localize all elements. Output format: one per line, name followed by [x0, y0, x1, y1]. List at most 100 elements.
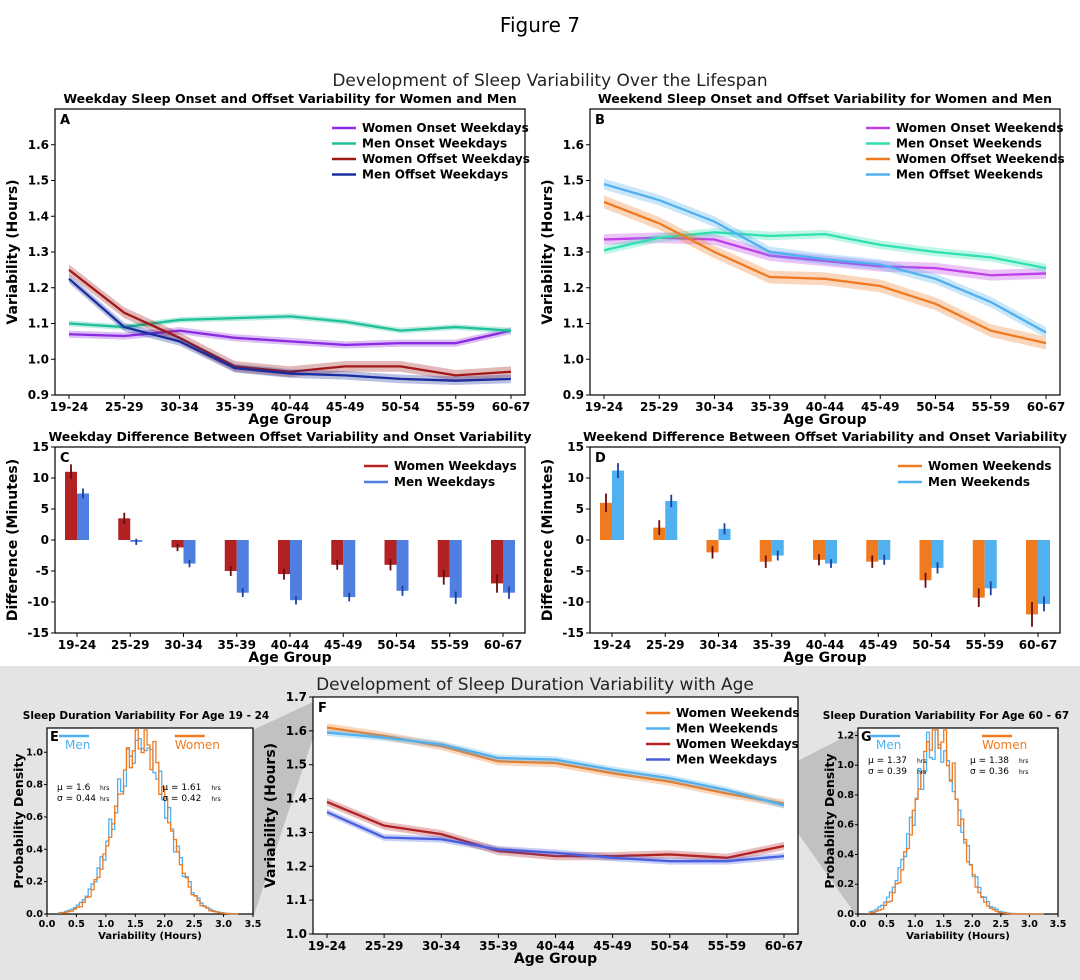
bar [919, 540, 932, 581]
x-tick-label: 55-59 [972, 400, 1010, 414]
y-tick-label: 1.0 [563, 352, 584, 366]
y-tick-label: 1.3 [563, 245, 584, 259]
series-line [68, 277, 512, 382]
mu-unit: hrs [211, 785, 220, 792]
panel-letter: E [50, 730, 59, 745]
y-tick-label: 1.2 [837, 730, 854, 741]
panel-G: Sleep Duration Variability For Age 60 - … [822, 710, 1069, 942]
y-tick-label: 0.0 [837, 909, 854, 920]
legend-label: Men Weekdays [394, 475, 495, 489]
legend-label: Women [982, 738, 1027, 752]
legend-label: Women [175, 738, 220, 752]
bar [236, 540, 249, 593]
y-tick-label: 1.6 [286, 724, 307, 738]
y-tick-label: 1.4 [286, 792, 307, 806]
mu-stat: μ = 1.6 [57, 783, 91, 793]
y-tick-label: -5 [36, 564, 49, 578]
bar [77, 493, 89, 540]
mu-stat: μ = 1.37 [868, 756, 907, 766]
series-line [603, 236, 1047, 277]
bar [491, 540, 503, 584]
legend-label: Women Weekends [676, 706, 800, 720]
bar [825, 540, 837, 564]
y-tick-label: 0.8 [837, 790, 854, 801]
x-tick-label: 3.0 [1021, 919, 1038, 930]
bar [118, 518, 131, 540]
bar [665, 500, 678, 540]
bar [1038, 540, 1050, 604]
y-axis-label: Variability (Hours) [263, 743, 279, 888]
x-tick-label: 55-59 [966, 638, 1004, 652]
y-tick-label: 1.2 [286, 859, 307, 873]
series-line [326, 731, 785, 807]
series-line [68, 268, 512, 377]
legend-label: Women Onset Weekends [896, 121, 1064, 135]
y-tick-label: 0.8 [26, 780, 43, 791]
x-tick-label: 2.0 [964, 919, 981, 930]
y-tick-label: 1.6 [28, 138, 49, 152]
x-tick-label: 50-54 [377, 638, 415, 652]
bar [813, 540, 825, 560]
legend-label: Men Weekdays [676, 753, 777, 767]
y-tick-label: 1.1 [28, 317, 49, 331]
x-tick-label: 25-29 [111, 638, 149, 652]
legend-label: Men [876, 738, 901, 752]
x-axis-label: Variability (Hours) [98, 931, 202, 942]
mu-stat: μ = 1.38 [970, 756, 1009, 766]
chart-title: Weekend Difference Between Offset Variab… [583, 429, 1067, 444]
series-line [326, 811, 785, 863]
series-line [68, 329, 512, 347]
x-tick-label: 30-34 [422, 939, 460, 953]
legend-label: Men Onset Weekends [896, 137, 1042, 151]
x-tick-label: 40-44 [271, 638, 309, 652]
x-tick-label: 35-39 [753, 638, 791, 652]
x-tick-label: 19-24 [593, 638, 631, 652]
y-tick-label: 0.6 [837, 820, 854, 831]
histogram-step [868, 729, 1044, 915]
bar [984, 540, 997, 589]
bar [503, 540, 515, 593]
x-tick-label: 50-54 [651, 939, 689, 953]
y-tick-label: 1.0 [837, 760, 854, 771]
y-tick-label: 1.1 [286, 893, 307, 907]
y-tick-label: 1.2 [563, 281, 584, 295]
mu-unit: hrs [100, 785, 109, 792]
zoom-connector-left [253, 702, 313, 918]
bar [224, 540, 237, 571]
panel-letter: D [595, 451, 606, 466]
panel-A: Weekday Sleep Onset and Offset Variabili… [5, 91, 530, 428]
y-tick-label: 0 [576, 533, 584, 547]
legend-label: Women Weekdays [394, 459, 517, 473]
y-tick-label: 0.4 [26, 844, 43, 855]
y-axis-label: Variability (Hours) [540, 179, 556, 324]
y-tick-label: 1.2 [28, 281, 49, 295]
x-tick-label: 35-39 [479, 939, 517, 953]
sigma-unit: hrs [211, 796, 220, 803]
y-axis-label: Probability Density [822, 753, 837, 888]
bar [396, 540, 409, 591]
y-axis-label: Difference (Minutes) [5, 459, 21, 621]
y-axis-label: Variability (Hours) [5, 179, 21, 324]
x-tick-label: 60-67 [765, 939, 803, 953]
sigma-stat: σ = 0.39 [868, 767, 907, 777]
panel-C: Weekday Difference Between Offset Variab… [5, 429, 532, 666]
y-tick-label: 1.5 [28, 174, 49, 188]
x-tick-label: 60-67 [484, 638, 522, 652]
x-axis-label: Age Group [783, 650, 866, 666]
y-tick-label: -15 [562, 626, 584, 640]
bar [612, 470, 624, 540]
x-tick-label: 35-39 [751, 400, 789, 414]
y-tick-label: 1.4 [28, 209, 49, 223]
mu-stat: μ = 1.61 [162, 783, 201, 793]
x-tick-label: 19-24 [58, 638, 96, 652]
figure-title: Figure 7 [500, 13, 580, 37]
sigma-unit: hrs [1019, 769, 1028, 776]
x-tick-label: 40-44 [806, 638, 844, 652]
x-tick-label: 3.5 [1050, 919, 1067, 930]
x-tick-label: 25-29 [640, 400, 678, 414]
bar [65, 471, 77, 540]
histogram-step [58, 729, 239, 915]
x-tick-label: 45-49 [326, 400, 364, 414]
y-tick-label: 1.3 [286, 825, 307, 839]
x-tick-label: 0.5 [878, 919, 895, 930]
